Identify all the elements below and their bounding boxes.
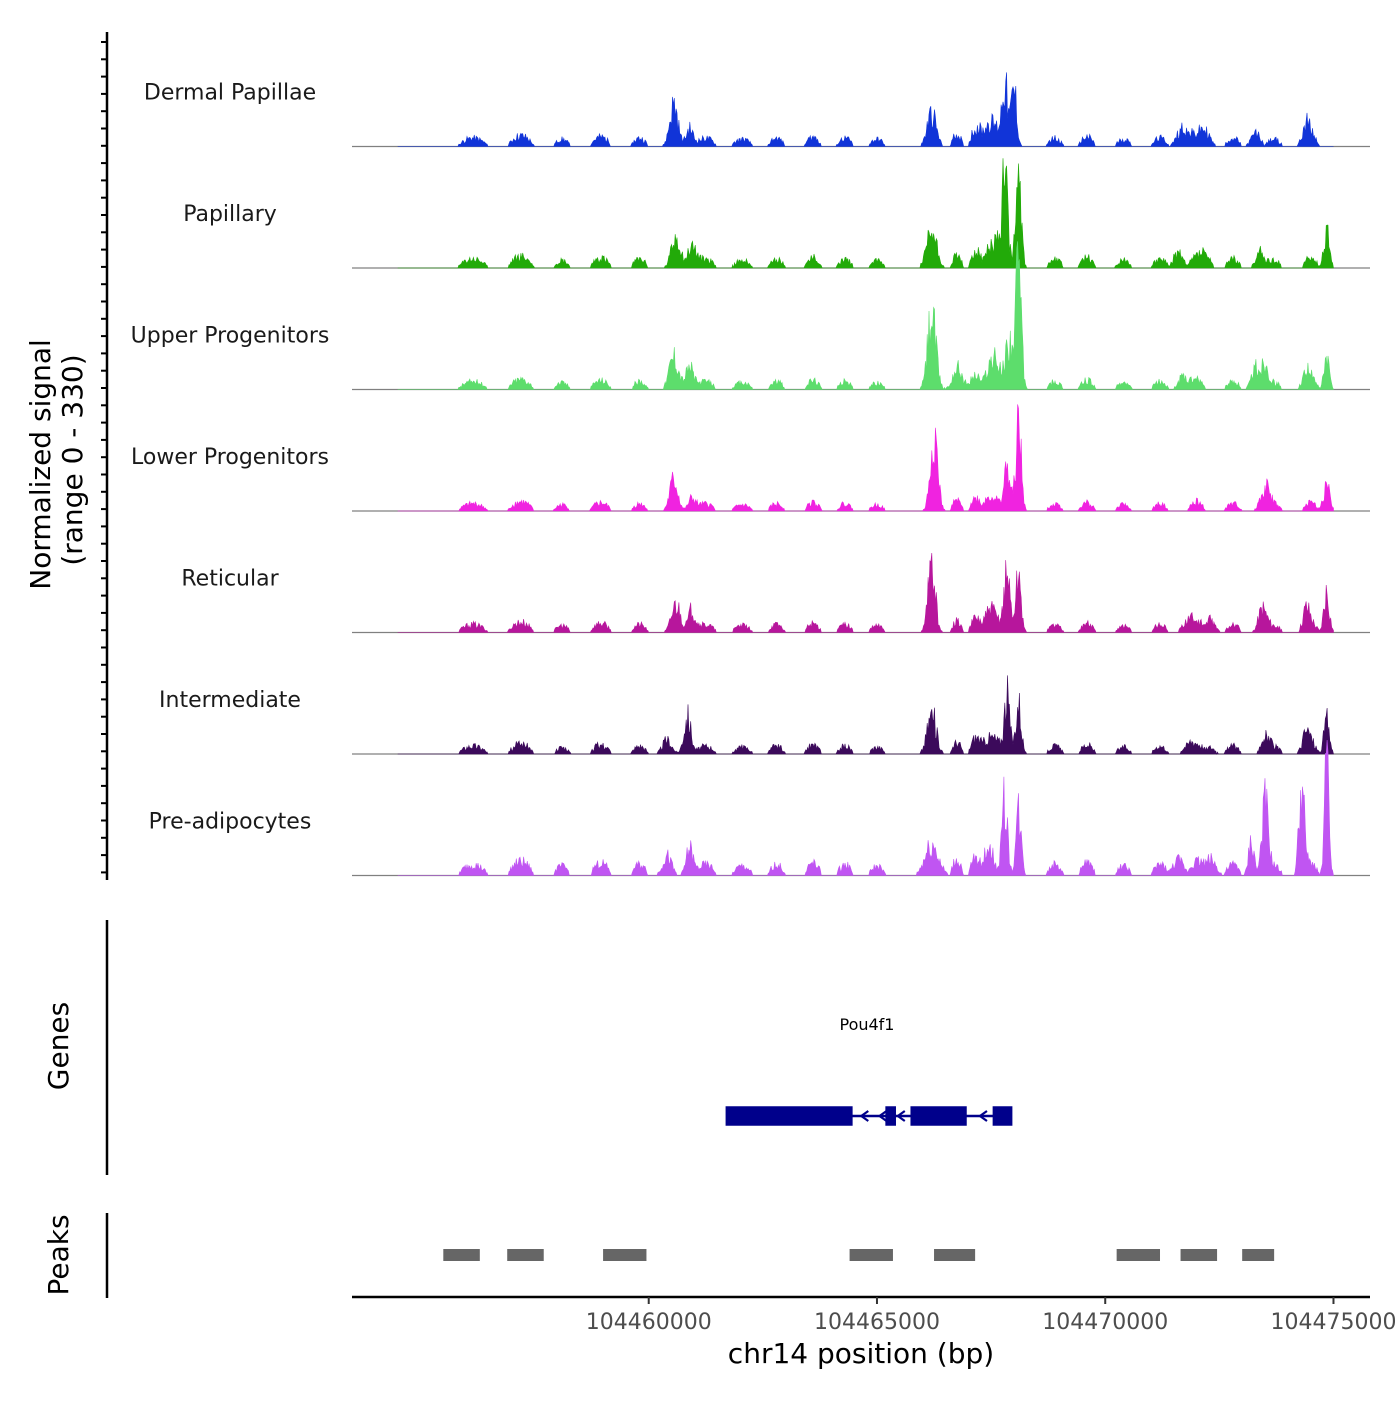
peak-region xyxy=(603,1249,647,1261)
signal-y-axis-title: Normalized signal (range 0 - 330) xyxy=(24,330,89,589)
gene-name-label: Pou4f1 xyxy=(839,1015,894,1034)
track-label: Lower Progenitors xyxy=(131,445,329,470)
gene-exon xyxy=(910,1106,967,1126)
gene-exon xyxy=(725,1106,853,1126)
track-label: Upper Progenitors xyxy=(131,324,330,349)
peak-track xyxy=(443,1249,1275,1261)
peak-region xyxy=(1116,1249,1161,1261)
gene-strand-arrow xyxy=(877,1110,888,1122)
track-label: Pre-adipocytes xyxy=(149,810,312,835)
x-axis-tick-label: 104465000 xyxy=(814,1310,940,1335)
gene-exon xyxy=(992,1106,1013,1126)
y-axis-title-line-2: (range 0 - 330) xyxy=(56,354,89,565)
x-axis-tick-label: 104475000 xyxy=(1270,1310,1396,1335)
signal-track: Papillary xyxy=(183,158,1370,269)
genes-axis-title: Genes xyxy=(42,1002,75,1090)
peak-region xyxy=(507,1249,544,1261)
signal-track: Upper Progenitors xyxy=(131,241,1370,391)
signal-track: Lower Progenitors xyxy=(131,404,1370,512)
gene-strand-arrow xyxy=(895,1110,906,1122)
peaks-axis-title: Peaks xyxy=(42,1214,75,1295)
track-label: Intermediate xyxy=(159,688,301,713)
gene-exon xyxy=(885,1106,896,1126)
gene-strand-arrow xyxy=(978,1110,988,1122)
signal-area xyxy=(397,675,1334,755)
track-label: Papillary xyxy=(183,202,277,227)
peak-region xyxy=(1180,1249,1218,1261)
signal-area xyxy=(397,72,1334,148)
signal-area xyxy=(397,552,1334,633)
signal-area xyxy=(397,241,1334,391)
gene-track: Pou4f1 xyxy=(725,1015,1013,1126)
signal-track: Intermediate xyxy=(159,675,1370,755)
peak-region xyxy=(443,1249,480,1261)
peak-region xyxy=(934,1249,976,1261)
y-axis-title-line-1: Normalized signal xyxy=(24,339,57,590)
x-axis-tick-label: 104470000 xyxy=(1042,1310,1168,1335)
signal-track: Dermal Papillae xyxy=(144,72,1370,148)
peak-region xyxy=(849,1249,893,1261)
x-axis-tick-label: 104460000 xyxy=(586,1310,712,1335)
gene-strand-arrow xyxy=(859,1110,869,1122)
signal-tracks: Dermal Papillae Papillary Upper Progenitor… xyxy=(131,72,1370,877)
x-axis-title: chr14 position (bp) xyxy=(728,1337,994,1370)
signal-area xyxy=(397,739,1334,876)
signal-track: Pre-adipocytes xyxy=(149,739,1370,877)
signal-area xyxy=(397,404,1334,512)
track-label: Dermal Papillae xyxy=(144,81,316,106)
peak-region xyxy=(1242,1249,1275,1261)
signal-area xyxy=(397,158,1334,269)
signal-track: Reticular xyxy=(181,552,1370,634)
x-axis: 104460000 104465000 104470000 104475000 xyxy=(586,1297,1396,1335)
track-label: Reticular xyxy=(181,567,279,592)
signal-y-axis xyxy=(101,32,109,880)
